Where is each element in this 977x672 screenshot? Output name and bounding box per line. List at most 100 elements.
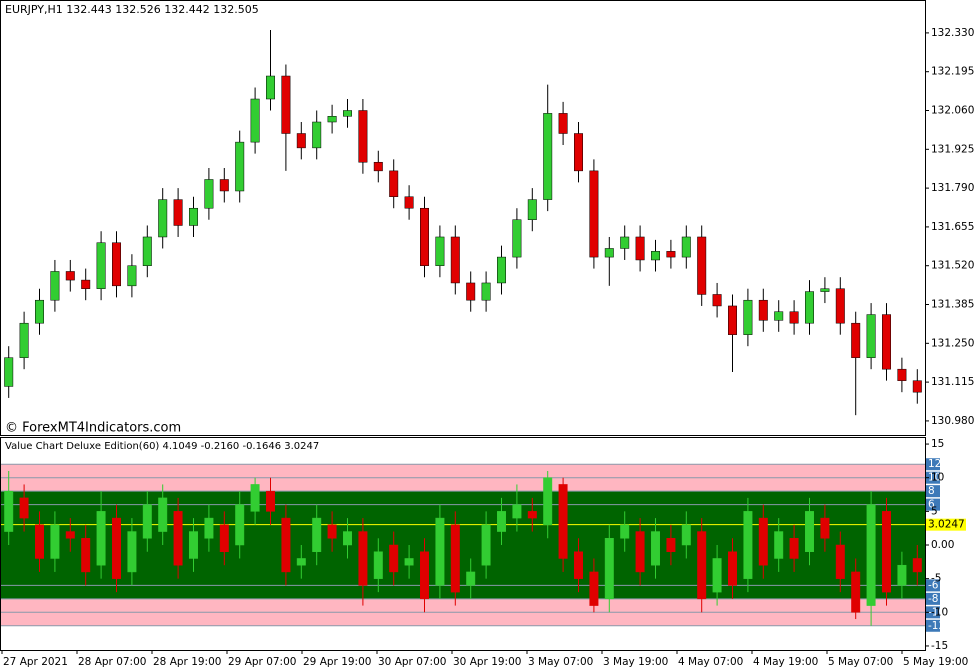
candle-body [882,511,891,593]
last-value-label: 3.0247 [928,519,965,531]
y-tick-label: 130.980 [931,415,974,427]
candle-body [235,504,245,546]
y-tick-label: 131.115 [931,376,974,388]
candle-body [173,199,183,226]
candle-body [127,265,137,287]
candle-body [158,199,168,238]
candle-body [420,551,429,600]
last-value-box [926,518,966,531]
candle-body [835,544,845,579]
candle-body [481,282,491,301]
x-tick-label: 29 Apr 19:00 [303,656,371,668]
x-tick-label: 4 May 19:00 [753,656,818,668]
candle-body [312,517,322,552]
y-tick-label: 131.385 [931,299,974,311]
y-tick-label: 132.330 [931,27,974,39]
candle-body [35,524,44,559]
candle-body [805,511,814,552]
level-label: 12 [928,458,941,470]
x-tick-label: 4 May 07:00 [678,656,743,668]
candle-body [789,538,799,559]
candle-body [543,477,553,526]
candle-body [666,251,676,258]
candle-body [604,538,614,600]
level-label: -12 [928,620,945,632]
candle-body [235,141,245,192]
candle-body [189,531,198,559]
candle-body [173,511,183,566]
candle-body [450,524,460,593]
level-box [926,606,940,619]
level-box [926,592,940,605]
x-tick-label: 30 Apr 19:00 [453,656,521,668]
candle-body [789,311,799,324]
chart-title: EURJPY,H1 132.443 132.526 132.442 132.50… [5,3,259,16]
candle-body [373,551,383,579]
candle-body [912,558,922,573]
x-tick-label: 27 Apr 2021 [3,656,68,668]
candle-body [866,314,876,358]
candle-body [4,357,14,387]
candle-body [681,524,691,546]
candle-body [219,179,229,192]
y-tick-label: 131.520 [931,260,974,272]
candle-body [327,116,337,123]
candle-body [620,524,630,539]
candle-body [882,314,891,370]
indicator-background [1,463,925,627]
candle-body [373,161,383,172]
y-tick-label: 131.250 [931,337,974,349]
price-panel [0,0,926,436]
candle-body [281,517,291,573]
candle-body [343,531,352,546]
indicator-title: Value Chart Deluxe Edition(60) 4.1049 -0… [5,441,319,452]
y-tick-label: 132.195 [931,66,974,78]
candle-body [774,531,784,559]
candle-body [866,504,876,606]
candle-body [250,484,260,512]
neutral-zone [1,491,925,599]
y-tick-label: 15 [931,438,944,450]
level-label: -10 [928,606,945,618]
candle-body [19,497,29,519]
candle-body [327,524,337,539]
level-box [926,498,940,511]
candle-body [527,511,537,519]
candle-body [65,271,75,281]
candle-body [142,504,152,539]
y-tick-label: 5 [931,505,938,517]
candle-body [219,524,229,552]
candle-body [312,121,322,149]
candle-body [728,305,737,335]
candle-body [820,517,830,539]
candle-body [758,299,768,321]
candle-body [204,517,214,539]
candle-body [712,558,722,593]
candle-body [96,511,106,566]
candle-body [420,207,429,266]
candle-body [912,380,922,393]
candle-body [620,236,630,249]
candle-body [358,110,368,163]
level-label: -6 [928,579,939,591]
candle-body [604,248,614,258]
candle-body [635,236,645,261]
level-label: 6 [928,499,935,511]
candle-body [189,207,198,226]
candle-body [4,490,14,532]
candle-body [343,110,352,117]
candle-body [743,299,753,335]
candle-body [481,524,491,566]
candle-body [466,282,476,301]
candle-body [65,531,75,539]
y-tick-label: 132.060 [931,105,974,117]
candle-body [697,531,707,600]
candle-body [112,517,121,579]
candle-body [435,236,445,266]
candle-body [435,517,445,586]
candle-body [666,538,676,552]
candle-body [404,196,414,209]
watermark: © ForexMT4Indicators.com [5,421,181,436]
level-box [926,458,940,471]
